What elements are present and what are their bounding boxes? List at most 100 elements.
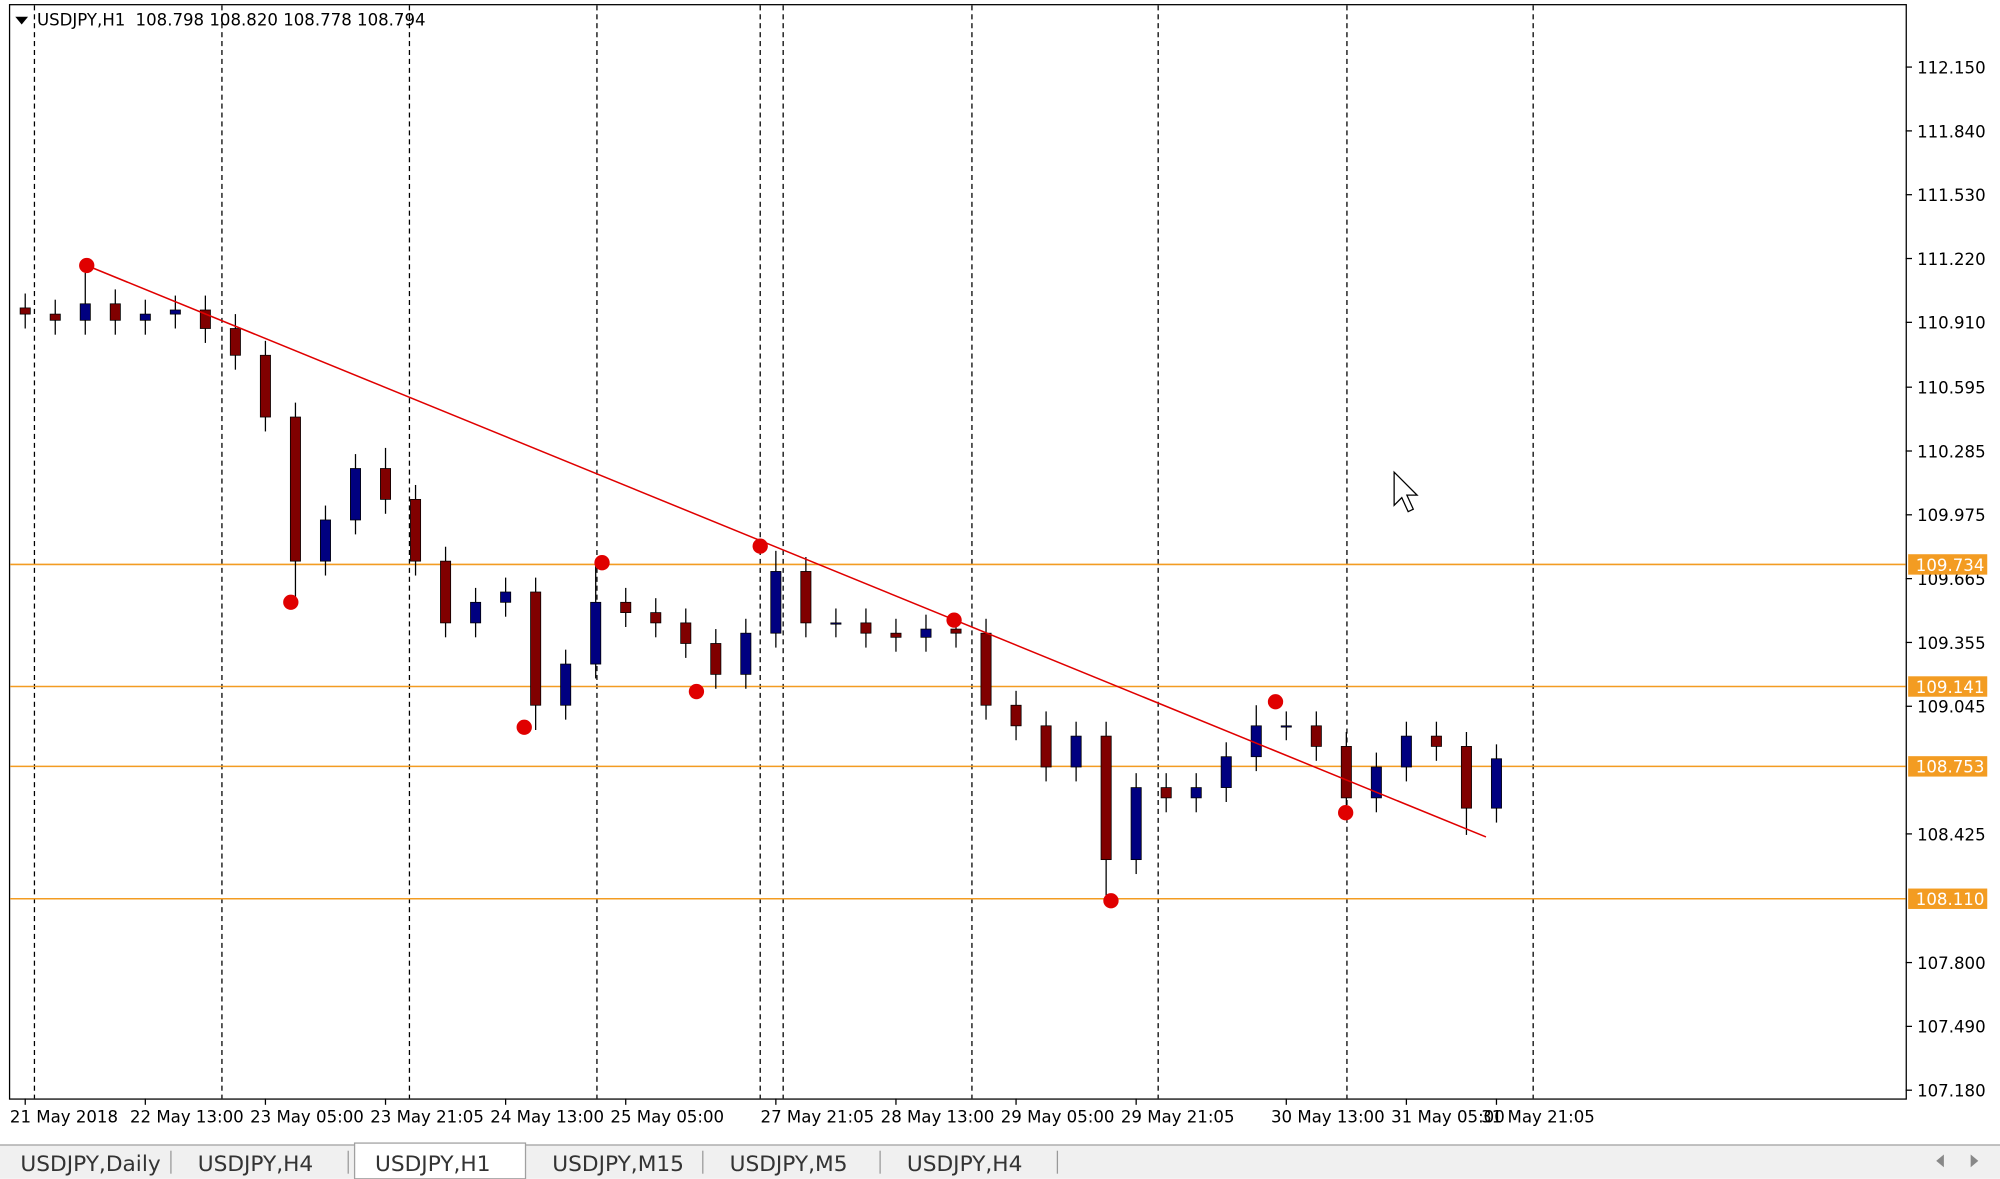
candle-body bbox=[560, 663, 572, 706]
candle-body bbox=[1370, 766, 1382, 799]
candle-body bbox=[19, 307, 31, 315]
candle-body bbox=[169, 309, 181, 315]
level-label-box bbox=[1908, 554, 1988, 575]
x-tick-label: 21 May 2018 bbox=[10, 1108, 118, 1127]
candle-body bbox=[199, 309, 211, 329]
y-tick-label: 107.490 bbox=[1917, 1018, 1986, 1037]
candle-body bbox=[1490, 758, 1502, 809]
swing-points bbox=[79, 257, 1354, 909]
candle-body bbox=[590, 601, 602, 665]
y-tick-label: 110.595 bbox=[1917, 379, 1986, 398]
candle-body bbox=[890, 632, 902, 638]
x-tick-label: 24 May 13:00 bbox=[490, 1108, 604, 1127]
scroll-right[interactable] bbox=[1970, 1154, 1979, 1168]
time-axis: 21 May 2018 22 May 13:00 23 May 05:00 23 Ma… bbox=[10, 1098, 1595, 1127]
y-tick-label: 108.425 bbox=[1917, 825, 1986, 844]
y-tick-label: 109.975 bbox=[1917, 506, 1986, 525]
candle-body bbox=[1010, 704, 1022, 727]
price-axis: 112.150 111.840 111.530 111.220 110.910 110.5… bbox=[1905, 58, 1988, 1101]
y-tick-label: 112.150 bbox=[1917, 58, 1986, 77]
tab[interactable]: USDJPY,H1 bbox=[375, 1152, 491, 1177]
candle-body bbox=[319, 519, 331, 562]
candle-body bbox=[470, 601, 482, 624]
candle-body bbox=[49, 313, 61, 321]
candle-body bbox=[1460, 746, 1472, 809]
candle-body bbox=[289, 416, 301, 562]
y-tick-label: 109.045 bbox=[1917, 698, 1986, 717]
candle-body bbox=[860, 622, 872, 634]
x-tick-label: 31 May 05:00 bbox=[1391, 1108, 1505, 1127]
swing-point bbox=[594, 555, 610, 571]
chart-header: USDJPY,H1 108.798 108.820 108.778 108.794 bbox=[37, 11, 426, 30]
x-tick-label: 29 May 21:05 bbox=[1121, 1108, 1235, 1127]
y-tick-label: 109.665 bbox=[1917, 570, 1986, 589]
plot-frame bbox=[8, 4, 1907, 1100]
tab[interactable]: USDJPY,H4 bbox=[907, 1152, 1023, 1177]
menu-arrow[interactable] bbox=[15, 16, 29, 25]
x-tick-label: 22 May 13:00 bbox=[130, 1108, 244, 1127]
candle-body bbox=[1280, 725, 1292, 728]
tab[interactable]: USDJPY,H4 bbox=[198, 1152, 314, 1177]
candle-body bbox=[139, 313, 151, 321]
period-separators bbox=[33, 5, 1534, 1099]
y-tick-label: 111.840 bbox=[1917, 122, 1986, 141]
scroll-left[interactable] bbox=[1936, 1154, 1944, 1168]
swing-point bbox=[688, 683, 705, 700]
x-tick-label: 23 May 21:05 bbox=[370, 1108, 484, 1127]
tab-bar bbox=[0, 1144, 2000, 1179]
y-tick-label: 111.530 bbox=[1917, 186, 1986, 205]
candle-body bbox=[680, 622, 692, 644]
candle-body bbox=[350, 468, 361, 521]
candle-body bbox=[500, 591, 512, 603]
swing-point bbox=[946, 612, 962, 628]
candles bbox=[19, 272, 1502, 899]
level-label-box bbox=[1908, 756, 1988, 777]
candle-body bbox=[380, 468, 392, 500]
candle-body bbox=[229, 328, 241, 356]
candle-body bbox=[950, 628, 962, 634]
candle-body bbox=[1070, 735, 1082, 768]
candle-body bbox=[830, 622, 842, 625]
candle-body bbox=[770, 571, 782, 634]
x-tick-label: 31 May 21:05 bbox=[1481, 1108, 1595, 1127]
symbol: USDJPY,H1 bbox=[37, 11, 125, 30]
level-label: 109.141 bbox=[1916, 678, 1985, 697]
level-label: 108.753 bbox=[1916, 758, 1985, 777]
candle-body bbox=[1310, 725, 1322, 747]
mouse-cursor bbox=[1393, 470, 1419, 513]
swing-point bbox=[752, 538, 768, 554]
y-tick-label: 107.800 bbox=[1917, 954, 1986, 973]
quote: 108.798 108.820 108.778 108.794 bbox=[136, 11, 426, 30]
swing-point bbox=[1267, 694, 1284, 710]
level-label-box bbox=[1908, 888, 1988, 909]
candle-body bbox=[1040, 725, 1052, 768]
x-tick-label: 29 May 05:00 bbox=[1001, 1108, 1115, 1127]
candle-body bbox=[800, 571, 812, 624]
candle-body bbox=[1430, 735, 1442, 747]
swing-point bbox=[1103, 893, 1119, 909]
candle-body bbox=[79, 303, 91, 321]
candle-body bbox=[1130, 787, 1142, 861]
swing-point bbox=[516, 719, 532, 735]
candle-body bbox=[530, 591, 542, 706]
tab[interactable]: USDJPY,Daily bbox=[20, 1152, 160, 1177]
tab[interactable]: USDJPY,M5 bbox=[730, 1152, 848, 1177]
y-tick-label: 107.180 bbox=[1917, 1082, 1986, 1101]
swing-point bbox=[1338, 805, 1354, 821]
candle-body bbox=[650, 612, 662, 624]
trendline bbox=[86, 264, 1487, 838]
candle-body bbox=[1160, 787, 1172, 799]
candle-body bbox=[740, 632, 752, 675]
tab[interactable]: USDJPY,M15 bbox=[552, 1152, 684, 1177]
x-tick-label: 25 May 05:00 bbox=[610, 1108, 724, 1127]
swing-point bbox=[283, 594, 299, 610]
y-tick-label: 109.355 bbox=[1917, 634, 1986, 653]
tabs: USDJPY,Daily USDJPY,H4 USDJPY,H1 USDJPY,M15… bbox=[20, 1142, 1059, 1179]
candle-body bbox=[920, 628, 932, 638]
candle-body bbox=[1220, 756, 1232, 788]
level-label-box bbox=[1908, 676, 1988, 697]
swing-point bbox=[79, 257, 95, 274]
tab-active[interactable] bbox=[353, 1142, 527, 1179]
candle-body bbox=[710, 643, 722, 675]
